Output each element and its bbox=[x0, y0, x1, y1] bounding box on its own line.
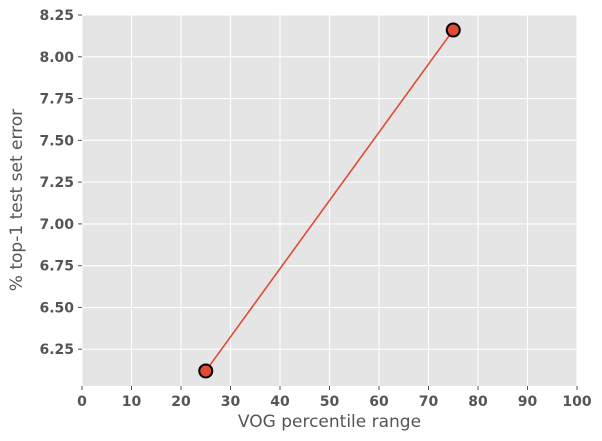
series-line bbox=[205, 29, 454, 372]
x-tick-label: 60 bbox=[369, 394, 389, 410]
y-tick-label: 8.25 bbox=[39, 8, 74, 24]
x-axis-ticks: 0 10 20 30 40 50 60 70 80 90 100 bbox=[77, 386, 592, 410]
x-tick-label: 40 bbox=[270, 394, 290, 410]
y-tick-label: 6.25 bbox=[39, 342, 74, 358]
y-tick-label: 7.00 bbox=[39, 217, 74, 233]
data-point bbox=[198, 363, 214, 379]
data-point bbox=[445, 22, 461, 38]
x-tick-label: 20 bbox=[171, 394, 191, 410]
y-tick-label: 7.50 bbox=[39, 133, 74, 149]
y-axis-ticks: 6.25 6.50 6.75 7.00 7.25 7.50 7.75 8.00 8.25 bbox=[39, 8, 82, 358]
y-tick-label: 6.50 bbox=[39, 300, 74, 316]
x-tick-label: 80 bbox=[468, 394, 488, 410]
series-layer bbox=[198, 22, 461, 379]
x-tick-label: 90 bbox=[518, 394, 538, 410]
y-axis-label: % top-1 test set error bbox=[7, 109, 27, 291]
x-tick-label: 50 bbox=[320, 394, 340, 410]
x-axis-label: VOG percentile range bbox=[238, 412, 421, 432]
x-tick-label: 0 bbox=[77, 394, 87, 410]
y-tick-label: 7.25 bbox=[39, 175, 74, 191]
grid bbox=[81, 14, 578, 386]
y-tick-label: 8.00 bbox=[39, 50, 74, 66]
x-tick-label: 70 bbox=[419, 394, 439, 410]
y-tick-label: 6.75 bbox=[39, 259, 74, 275]
x-tick-label: 30 bbox=[221, 394, 241, 410]
x-tick-label: 100 bbox=[562, 394, 591, 410]
y-tick-label: 7.75 bbox=[39, 92, 74, 108]
x-tick-label: 10 bbox=[122, 394, 142, 410]
